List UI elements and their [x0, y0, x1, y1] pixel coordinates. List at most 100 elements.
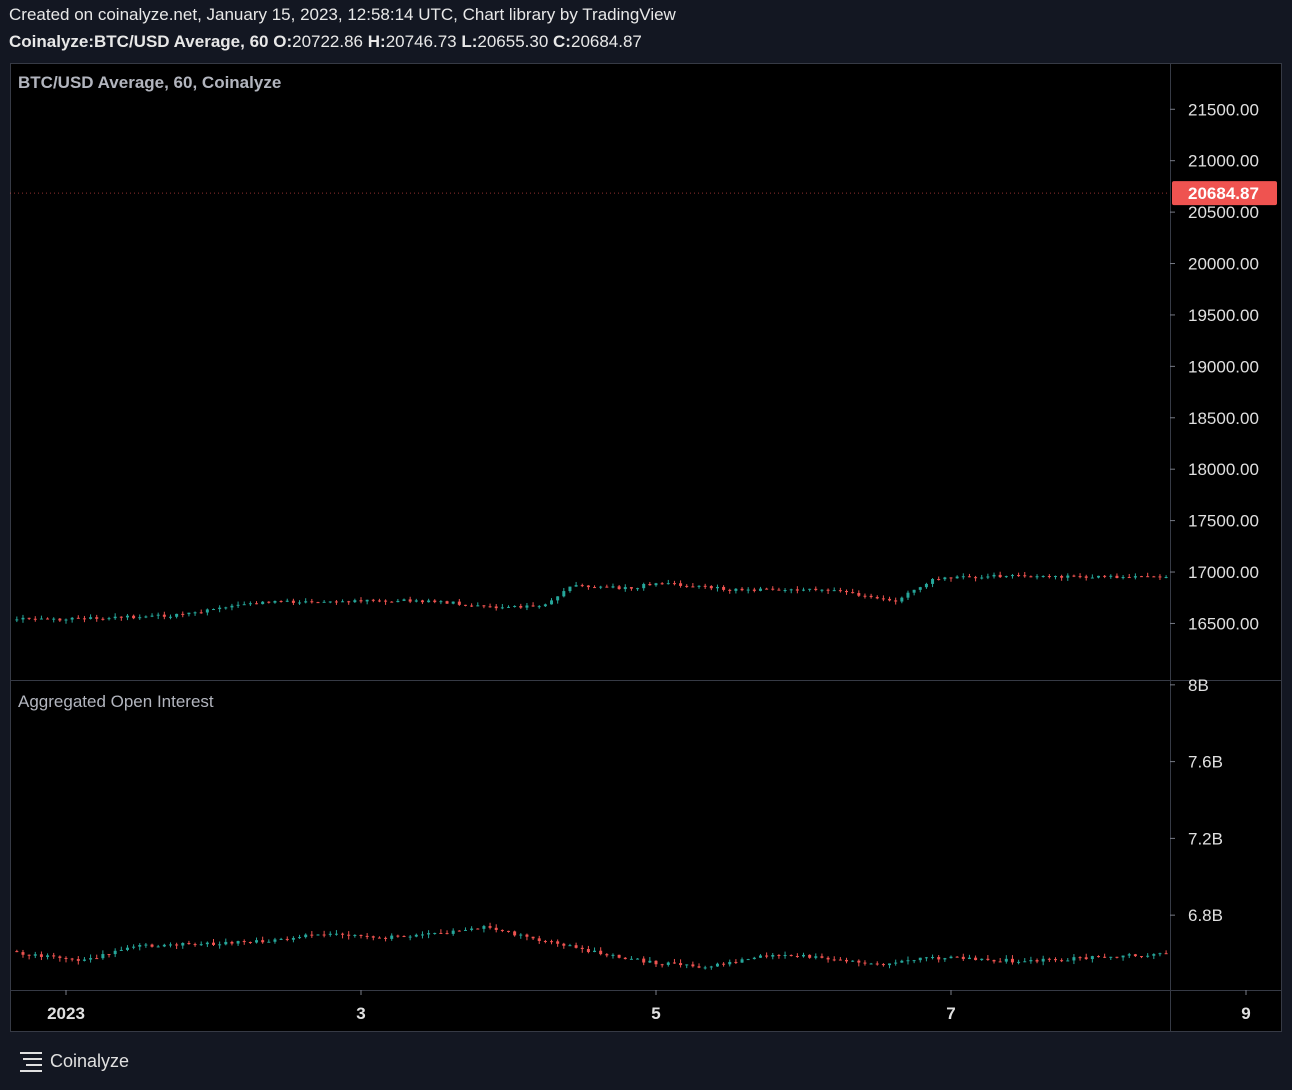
oi-candle [384, 937, 388, 939]
oi-candle [715, 963, 719, 967]
price-candle [703, 585, 707, 587]
price-scale [1170, 63, 1282, 990]
price-candle [27, 617, 31, 619]
oi-candle [451, 930, 455, 934]
price-candle [107, 618, 111, 620]
oi-candle [974, 957, 978, 961]
price-candle [1060, 576, 1064, 578]
price-candle [1133, 576, 1137, 578]
oi-candle [961, 956, 965, 960]
oi-candle [1127, 954, 1131, 956]
oi-candle [322, 934, 326, 936]
price-candle [697, 585, 701, 587]
price-candle [531, 605, 535, 607]
oi-candle [943, 958, 947, 960]
price-candle [341, 601, 345, 603]
oi-candle [463, 929, 467, 931]
oi-candle [365, 935, 369, 937]
oi-candle [857, 960, 861, 963]
price-candle [580, 585, 584, 587]
oi-candle [525, 934, 529, 937]
price-candle [924, 583, 928, 588]
price-candle [279, 600, 283, 602]
price-candle [181, 613, 185, 615]
price-candle [168, 616, 172, 618]
oi-tick-label: 7.2B [1188, 829, 1223, 848]
oi-candle [728, 961, 732, 965]
price-candle [672, 583, 676, 585]
price-candle [1035, 576, 1039, 578]
price-tick-label: 17500.00 [1188, 512, 1259, 531]
oi-candle [1041, 958, 1045, 962]
oi-candle [1133, 954, 1137, 957]
oi-candle [353, 934, 357, 936]
oi-candle [611, 954, 615, 956]
oi-candle [593, 950, 597, 953]
price-candle [39, 618, 43, 620]
price-candle [1121, 577, 1125, 579]
price-candle [113, 616, 117, 619]
oi-candle [445, 933, 449, 935]
price-candle [101, 618, 105, 620]
price-candle [162, 614, 166, 617]
oi-candle [242, 941, 246, 943]
oi-candle [1072, 957, 1076, 961]
price-candle [568, 586, 572, 592]
price-candle [494, 606, 498, 609]
price-candle [82, 618, 86, 620]
oi-candle [906, 960, 910, 962]
oi-candle [765, 955, 769, 957]
price-candle [1017, 575, 1021, 577]
price-tick-label: 21500.00 [1188, 100, 1259, 119]
price-candle [470, 605, 474, 607]
oi-candle [666, 962, 670, 965]
price-candle [70, 617, 74, 620]
price-candle [629, 587, 633, 589]
oi-candle [420, 934, 424, 936]
oi-candle [685, 964, 689, 966]
oi-candle [113, 950, 117, 955]
price-candle [316, 602, 320, 604]
oi-candle [900, 960, 904, 963]
oi-candle [783, 955, 787, 957]
oi-candle [580, 947, 584, 950]
price-candle [1140, 576, 1144, 578]
oi-candle [888, 963, 892, 966]
price-candle [1115, 575, 1119, 579]
price-candle [998, 574, 1002, 578]
price-candle [187, 612, 191, 615]
oi-candle [33, 954, 37, 956]
oi-candle [248, 942, 252, 944]
oi-candle [138, 945, 142, 947]
price-candle [722, 586, 726, 590]
oi-candle [955, 956, 959, 958]
oi-candle [562, 943, 566, 946]
price-candle [193, 612, 197, 614]
price-candle [734, 588, 738, 591]
oi-candle [64, 957, 68, 959]
price-candle [396, 600, 400, 603]
oi-candle [494, 927, 498, 930]
price-candle [574, 585, 578, 587]
price-candle [76, 617, 80, 619]
price-candle [851, 592, 855, 594]
oi-candle [537, 938, 541, 941]
price-candle [752, 589, 756, 591]
oi-candle [998, 961, 1002, 963]
price-candle [132, 615, 136, 619]
oi-candle [556, 941, 560, 944]
oi-candle [845, 959, 849, 962]
price-candle [740, 588, 744, 591]
oi-candle [648, 960, 652, 963]
price-candle [593, 587, 597, 589]
footer-brand[interactable]: Coinalyze [20, 1050, 129, 1072]
oi-tick-label: 7.6B [1188, 753, 1223, 772]
price-candle [476, 605, 480, 607]
price-tick-label: 21000.00 [1188, 152, 1259, 171]
price-candle [236, 604, 240, 606]
brand-name: Coinalyze [50, 1050, 130, 1071]
chart-caption: Created on coinalyze.net, January 15, 20… [9, 5, 676, 24]
last-price-tag [1172, 181, 1277, 206]
price-candle [218, 607, 222, 610]
